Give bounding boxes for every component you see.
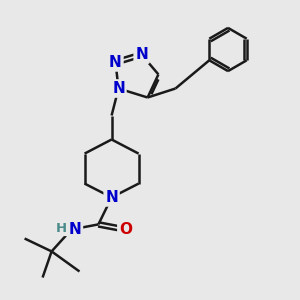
Text: N: N: [109, 55, 122, 70]
Text: N: N: [105, 190, 118, 205]
Text: O: O: [119, 222, 132, 237]
Text: N: N: [135, 47, 148, 62]
Text: H: H: [56, 221, 68, 235]
Text: N: N: [69, 222, 81, 237]
Text: N: N: [112, 81, 125, 96]
